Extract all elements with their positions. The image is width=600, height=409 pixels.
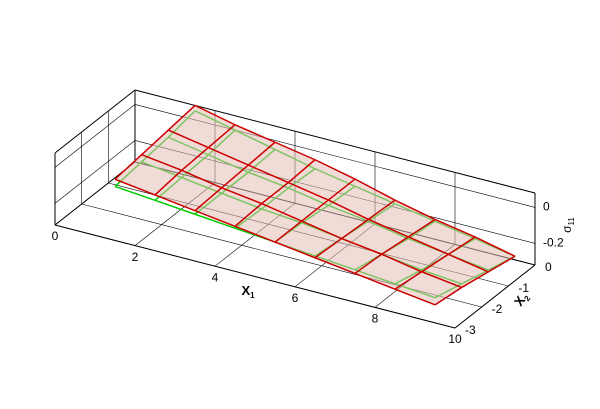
y-tick-label: -3 bbox=[465, 323, 476, 337]
surface-line-y bbox=[394, 236, 476, 290]
surface-patch bbox=[395, 271, 462, 305]
surface-patch bbox=[208, 124, 275, 166]
surface-patch bbox=[421, 254, 489, 288]
surface-patch bbox=[408, 219, 475, 255]
x-tick-label: 0 bbox=[52, 229, 59, 243]
side-grid-line bbox=[54, 140, 136, 204]
surface-line-y bbox=[114, 104, 196, 180]
surface-patch bbox=[261, 182, 329, 222]
z-tick-label: -0.2 bbox=[543, 236, 564, 250]
side-grid-line bbox=[54, 104, 136, 168]
y-tick-label: -2 bbox=[492, 302, 503, 316]
surface-patch bbox=[368, 200, 435, 237]
x-axis-label: X1 bbox=[241, 283, 255, 300]
x-label-main: X bbox=[241, 283, 250, 298]
z-label-sub: 11 bbox=[567, 217, 576, 226]
box-edge bbox=[134, 89, 536, 194]
surface-patch bbox=[181, 147, 249, 188]
surface-patch bbox=[288, 159, 355, 201]
x-label-sub: 1 bbox=[250, 291, 255, 300]
surface-line-y bbox=[194, 141, 276, 212]
surface-line-y bbox=[234, 159, 316, 227]
z-tick-label: 0 bbox=[543, 200, 550, 214]
surface-patch bbox=[248, 142, 315, 183]
box-edge bbox=[54, 89, 136, 154]
x-tick-label: 2 bbox=[132, 250, 139, 264]
surface-patch bbox=[315, 238, 382, 274]
z-axis-label: σ11 bbox=[560, 217, 576, 233]
x-tick-label: 8 bbox=[372, 312, 379, 326]
y-tick-label: -1 bbox=[518, 281, 529, 295]
surface-line-y bbox=[274, 178, 356, 243]
surface-line-y bbox=[434, 255, 516, 306]
surface-patch bbox=[355, 254, 422, 290]
surface-patch bbox=[301, 200, 369, 239]
x-tick-label: 10 bbox=[448, 332, 462, 346]
x-tick-label: 4 bbox=[212, 270, 219, 284]
surface-patch bbox=[341, 219, 409, 255]
y-label-sub: 2 bbox=[522, 294, 532, 303]
surface-line-y bbox=[314, 199, 396, 259]
y-tick-label: 0 bbox=[545, 260, 552, 274]
box-edge bbox=[454, 264, 536, 329]
surface-patch bbox=[448, 236, 515, 272]
x-tick-label: 6 bbox=[292, 291, 299, 305]
surface-line-y bbox=[154, 124, 236, 196]
surface-patch bbox=[381, 236, 449, 272]
surface-line-y bbox=[354, 218, 436, 275]
surface-patch bbox=[328, 179, 395, 220]
box-edge bbox=[54, 224, 456, 329]
z-label-main: σ bbox=[560, 225, 574, 233]
